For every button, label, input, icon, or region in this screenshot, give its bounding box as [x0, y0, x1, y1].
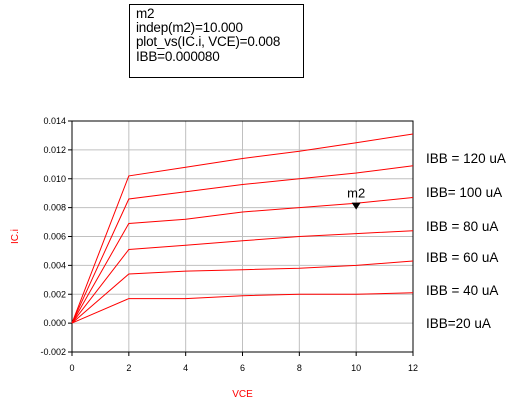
marker-readout-box: m2 indep(m2)=10.000 plot_vs(IC.i, VCE)=0…	[129, 4, 304, 78]
legend-label: IBB= 100 uA	[426, 185, 502, 200]
x-tick-label: 0	[69, 363, 74, 373]
series-line	[71, 260, 414, 324]
y-axis-ticks: -0.002 0.000 0.002 0.004 0.006 0.008 0.010 0.01…	[40, 116, 72, 357]
y-tick-label: 0.000	[43, 318, 66, 328]
y-axis-label: IC.i	[10, 229, 21, 244]
legend-group: IBB = 120 uA IBB= 100 uA IBB = 80 uA IBB = …	[426, 151, 506, 331]
x-tick-label: 2	[126, 363, 131, 373]
x-axis-ticks: 0 2 4 6 8 10 12	[69, 352, 418, 373]
series-group	[71, 133, 414, 324]
x-tick-label: 6	[240, 363, 245, 373]
series-line	[71, 165, 414, 324]
y-tick-label: 0.012	[43, 145, 66, 155]
legend-label: IBB = 40 uA	[426, 283, 498, 298]
x-tick-label: 12	[408, 363, 418, 373]
series-line	[71, 133, 414, 324]
marker-triangle-icon	[351, 202, 361, 210]
legend-label: IBB = 80 uA	[426, 219, 498, 234]
y-tick-label: 0.006	[43, 232, 66, 242]
series-line	[71, 230, 414, 324]
marker-group: m2	[347, 186, 365, 210]
chart-grid	[71, 120, 414, 353]
y-tick-label: 0.010	[43, 174, 66, 184]
legend-label: IBB=20 uA	[426, 316, 491, 331]
legend-label: IBB = 60 uA	[426, 250, 498, 265]
x-axis-label: VCE	[232, 389, 253, 400]
marker-label: m2	[347, 186, 365, 201]
x-tick-label: 4	[183, 363, 188, 373]
marker-name: m2	[136, 6, 155, 21]
marker-value-readout: plot_vs(IC.i, VCE)=0.008	[136, 34, 281, 50]
legend-label: IBB = 120 uA	[426, 151, 506, 166]
series-line	[71, 292, 414, 324]
y-tick-label: 0.014	[43, 116, 66, 126]
y-tick-label: 0.008	[43, 203, 66, 213]
x-tick-label: 8	[297, 363, 302, 373]
x-tick-label: 10	[351, 363, 361, 373]
marker-indep-readout: indep(m2)=10.000	[136, 20, 243, 36]
y-tick-label: 0.002	[43, 289, 66, 299]
y-tick-label: -0.002	[40, 347, 66, 357]
marker-ibb-readout: IBB=0.000080	[136, 48, 220, 64]
y-tick-label: 0.004	[43, 260, 66, 270]
